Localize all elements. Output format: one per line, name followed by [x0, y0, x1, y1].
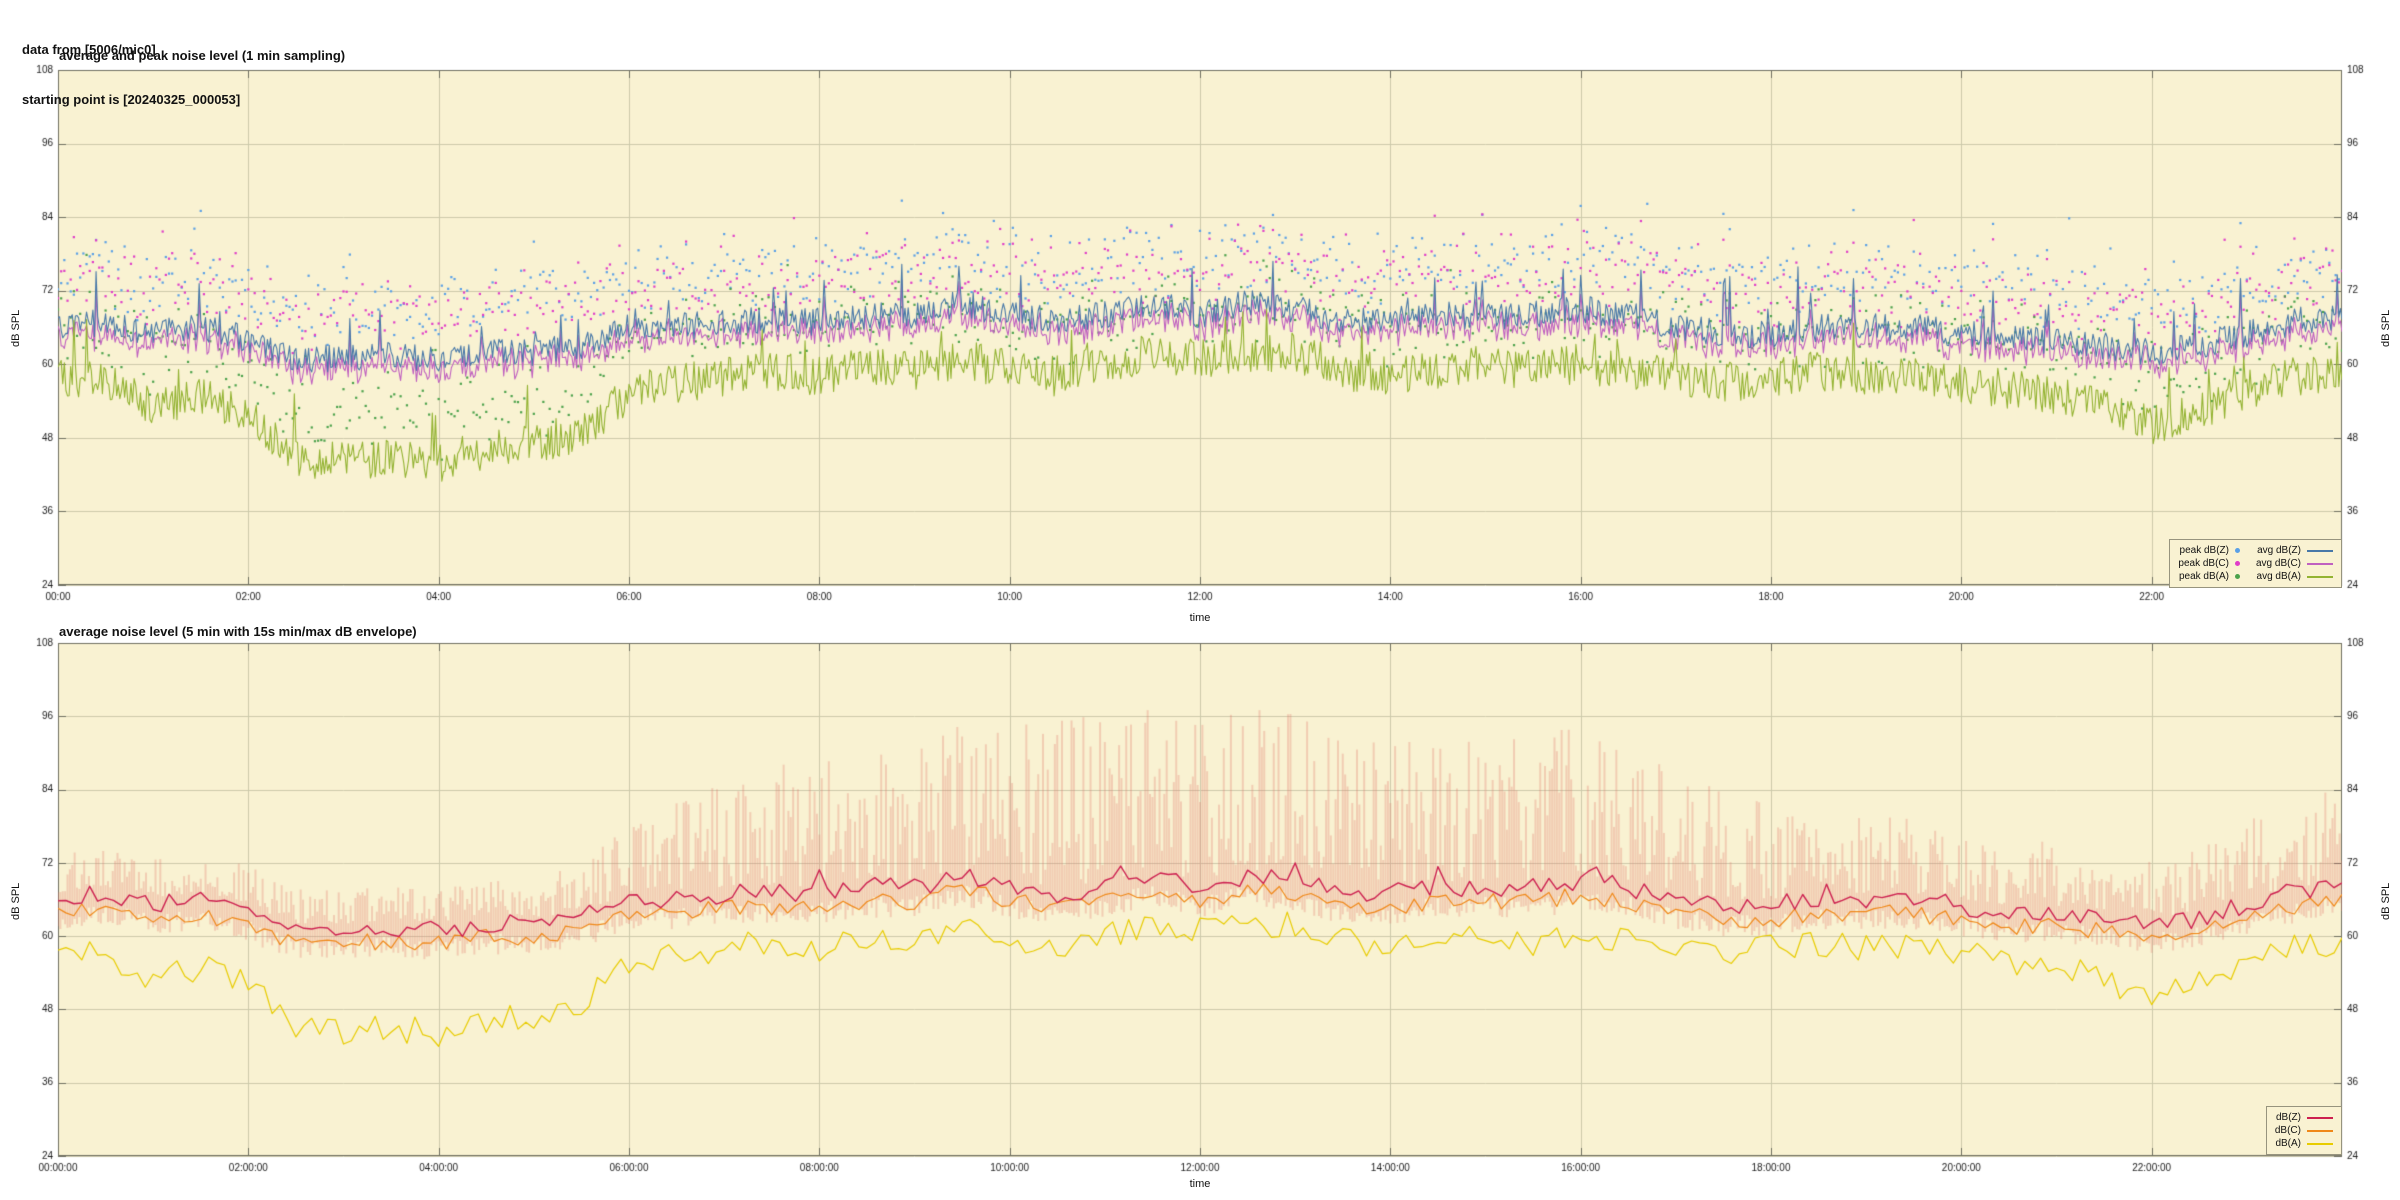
- chart1-title: average and peak noise level (1 min samp…: [59, 48, 346, 63]
- data-source-line: data from [5006/mic0]: [22, 41, 156, 57]
- legend-item-dbc: dB(C): [2275, 1124, 2333, 1137]
- legend-label-peak-dba: peak dB(A): [2178, 571, 2229, 582]
- chart1-y-axis-label-left: dB SPL: [10, 309, 22, 347]
- peak-dbz-marker-icon: [2234, 548, 2240, 553]
- peak-dba-marker-icon: [2234, 574, 2240, 579]
- legend-label-dbz: dB(Z): [2276, 1112, 2301, 1123]
- chart1-legend: peak dB(Z) peak dB(C) peak dB(A) avg dB(…: [2169, 539, 2342, 588]
- dba-line-icon: [2307, 1142, 2333, 1145]
- start-point-line: starting point is [20240325_000053]: [22, 92, 241, 108]
- legend-label-avg-dbc: avg dB(C): [2255, 558, 2301, 569]
- avg-dbc-line-icon: [2307, 562, 2333, 565]
- chart2-x-axis-label: time: [1189, 1178, 1211, 1190]
- legend-label-dba: dB(A): [2275, 1138, 2301, 1149]
- legend-label-avg-dba: avg dB(A): [2256, 571, 2301, 582]
- dbz-line-icon: [2307, 1116, 2333, 1119]
- chart1-y-axis-label-right: dB SPL: [2380, 309, 2392, 347]
- legend-item-avg-dbc: avg dB(C): [2256, 557, 2333, 570]
- legend-label-peak-dbz: peak dB(Z): [2179, 545, 2229, 556]
- chart2-y-axis-label-left: dB SPL: [10, 882, 22, 920]
- legend-label-avg-dbz: avg dB(Z): [2257, 545, 2301, 556]
- legend-item-peak-dbc: peak dB(C): [2178, 557, 2240, 570]
- chart2-y-axis-label-right: dB SPL: [2380, 882, 2392, 920]
- chart2-legend: dB(Z) dB(C) dB(A): [2265, 1106, 2342, 1155]
- legend-label-peak-dbc: peak dB(C): [2178, 558, 2229, 569]
- chart2-title: average noise level (5 min with 15s min/…: [59, 624, 417, 639]
- legend-label-dbc: dB(C): [2274, 1125, 2301, 1136]
- legend-item-peak-dbz: peak dB(Z): [2178, 544, 2240, 557]
- dbc-line-icon: [2307, 1129, 2333, 1132]
- chart1-x-axis-label: time: [1189, 612, 1211, 624]
- avg-dba-line-icon: [2307, 575, 2333, 578]
- legend-item-dbz: dB(Z): [2275, 1111, 2333, 1124]
- legend-item-avg-dba: avg dB(A): [2256, 570, 2333, 583]
- legend-item-dba: dB(A): [2275, 1137, 2333, 1150]
- header-info: data from [5006/mic0] starting point is …: [22, 8, 240, 143]
- legend-item-peak-dba: peak dB(A): [2178, 570, 2240, 583]
- avg-dbz-line-icon: [2307, 549, 2333, 552]
- legend-item-avg-dbz: avg dB(Z): [2256, 544, 2333, 557]
- peak-dbc-marker-icon: [2234, 561, 2240, 566]
